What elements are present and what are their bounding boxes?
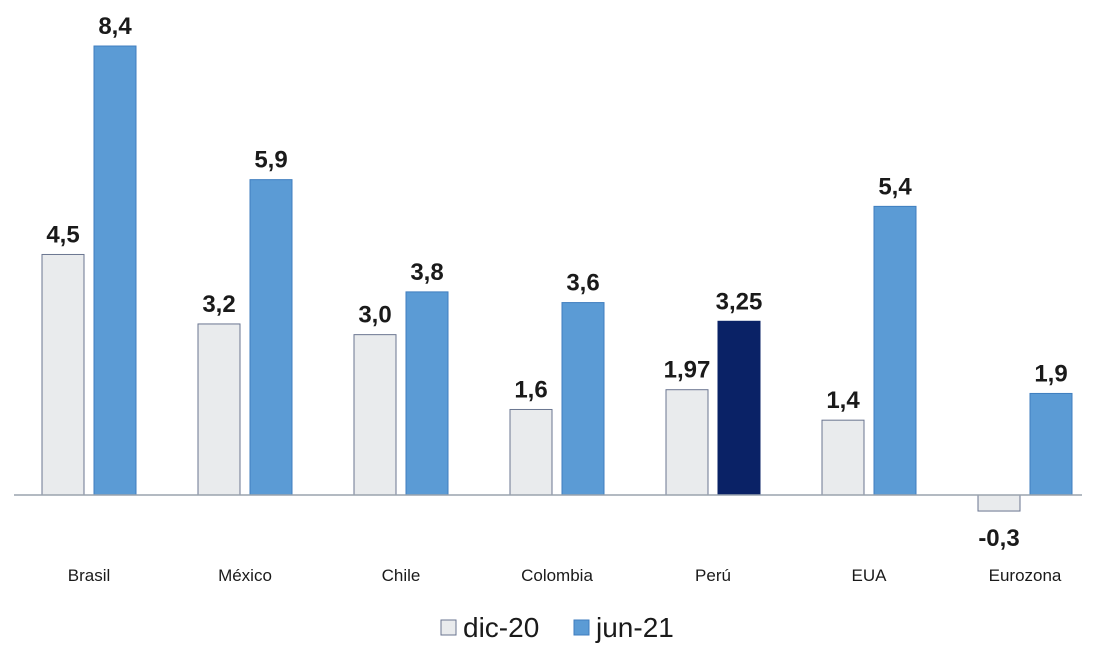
category-label-eurozona: Eurozona bbox=[989, 566, 1062, 585]
category-label-colombia: Colombia bbox=[521, 566, 593, 585]
data-label-jun-21-colombia: 3,6 bbox=[566, 270, 599, 297]
data-label-dic-20-eua: 1,4 bbox=[826, 387, 860, 414]
data-labels-layer: 4,5 8,4 3,2 5,9 3,0 3,8 1,6 3,6 1,97 3,25 1,4 5,4 -0… bbox=[46, 13, 1067, 552]
bar-dic-20-chile bbox=[353, 334, 397, 496]
bar-dic-20-colombia bbox=[509, 408, 553, 496]
bar-jun-21-colombia bbox=[561, 302, 605, 496]
legend-swatch-dic-20 bbox=[440, 619, 457, 636]
bar-dic-20-eua bbox=[821, 419, 865, 496]
data-label-jun-21-eurozona: 1,9 bbox=[1034, 360, 1067, 387]
bar-dic-20-eurozona bbox=[977, 494, 1021, 512]
bar-jun-21-eua bbox=[873, 205, 917, 496]
legend-label-jun-21: jun-21 bbox=[595, 612, 674, 643]
data-label-dic-20-colombia: 1,6 bbox=[514, 376, 547, 403]
category-labels-layer: Brasil México Chile Colombia Perú EUA Eurozona bbox=[68, 566, 1062, 585]
bars-layer bbox=[41, 45, 1073, 512]
category-label-chile: Chile bbox=[382, 566, 421, 585]
data-label-dic-20-chile: 3,0 bbox=[358, 302, 391, 329]
data-label-dic-20-mexico: 3,2 bbox=[202, 291, 235, 318]
bar-jun-21-peru bbox=[717, 320, 761, 496]
category-label-eua: EUA bbox=[852, 566, 888, 585]
bar-dic-20-peru bbox=[665, 389, 709, 496]
bar-jun-21-eurozona bbox=[1029, 392, 1073, 496]
data-label-dic-20-eurozona: -0,3 bbox=[978, 525, 1019, 552]
legend-swatch-jun-21 bbox=[573, 619, 590, 636]
data-label-jun-21-eua: 5,4 bbox=[878, 173, 912, 200]
data-label-jun-21-peru: 3,25 bbox=[716, 288, 763, 315]
bar-jun-21-brasil bbox=[93, 45, 137, 496]
category-label-mexico: México bbox=[218, 566, 272, 585]
bar-dic-20-brasil bbox=[41, 253, 85, 496]
data-label-jun-21-chile: 3,8 bbox=[410, 259, 443, 286]
data-label-jun-21-brasil: 8,4 bbox=[98, 13, 132, 40]
legend: dic-20 jun-21 bbox=[440, 612, 674, 643]
legend-label-dic-20: dic-20 bbox=[463, 612, 539, 643]
bar-jun-21-chile bbox=[405, 291, 449, 496]
bar-dic-20-mexico bbox=[197, 323, 241, 496]
category-label-peru: Perú bbox=[695, 566, 731, 585]
category-label-brasil: Brasil bbox=[68, 566, 111, 585]
bar-jun-21-mexico bbox=[249, 179, 293, 496]
data-label-jun-21-mexico: 5,9 bbox=[254, 147, 287, 174]
data-label-dic-20-brasil: 4,5 bbox=[46, 221, 79, 248]
data-label-dic-20-peru: 1,97 bbox=[664, 357, 711, 384]
